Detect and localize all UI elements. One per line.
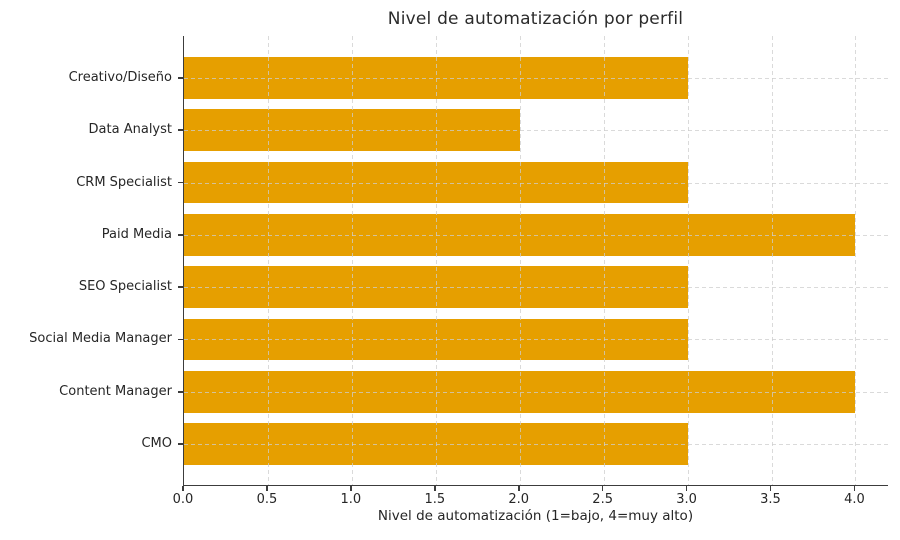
x-tick-label: 1.0 (340, 492, 362, 507)
y-tick-label: CMO (141, 436, 172, 452)
y-tick-label: SEO Specialist (78, 279, 172, 295)
x-tick-label: 3.5 (760, 492, 781, 507)
grid-line-vertical (855, 36, 857, 485)
y-tick-mark (178, 129, 183, 131)
grid-line-horizontal (184, 391, 888, 393)
x-tick-mark (350, 486, 352, 491)
y-tick-mark (178, 286, 183, 288)
grid-line-vertical (771, 36, 773, 485)
grid-line-horizontal (184, 130, 888, 132)
y-tick-mark (178, 338, 183, 341)
x-tick-mark (769, 486, 772, 491)
x-tick-label: 0.5 (256, 492, 278, 507)
grid-line-horizontal (184, 234, 888, 236)
x-tick-mark (266, 486, 268, 491)
y-tick-label: Creativo/Diseño (68, 69, 172, 85)
grid-line-horizontal (184, 444, 888, 446)
grid-line-vertical (435, 36, 437, 485)
x-tick-mark (601, 486, 604, 491)
grid-line-horizontal (184, 339, 888, 341)
y-tick-label: Data Analyst (88, 122, 172, 138)
y-tick-label: Content Manager (59, 383, 172, 399)
x-tick-label: 2.0 (508, 492, 530, 507)
grid-line-horizontal (184, 182, 888, 184)
x-axis-title: Nivel de automatización (1=bajo, 4=muy a… (377, 508, 694, 524)
x-tick-label: 1.5 (424, 492, 446, 507)
x-tick-label: 0.0 (172, 492, 194, 507)
x-tick-label: 4.0 (844, 492, 865, 507)
grid-line-horizontal (184, 77, 888, 79)
chart-title: Nivel de automatización por perfil (387, 9, 684, 29)
plot-area (183, 36, 888, 486)
grid-line-horizontal (184, 287, 888, 289)
grid-line-vertical (687, 36, 689, 485)
y-tick-mark (178, 77, 183, 79)
grid-line-vertical (519, 36, 521, 485)
y-tick-mark (178, 443, 183, 445)
grid-line-vertical (603, 36, 605, 485)
x-tick-label: 2.5 (592, 492, 613, 507)
x-tick-mark (517, 486, 520, 491)
x-tick-mark (182, 486, 184, 491)
y-tick-mark (178, 391, 183, 393)
y-tick-label: CRM Specialist (76, 174, 172, 190)
y-tick-label: Social Media Manager (29, 331, 172, 347)
grid-line-vertical (351, 36, 353, 485)
y-tick-mark (178, 181, 183, 184)
y-tick-label: Paid Media (101, 226, 172, 242)
x-tick-mark (433, 486, 436, 491)
x-tick-mark (685, 486, 688, 491)
grid-line-vertical (267, 36, 269, 485)
x-tick-mark (853, 486, 856, 491)
y-tick-mark (178, 234, 183, 236)
x-tick-label: 3.0 (676, 492, 697, 507)
